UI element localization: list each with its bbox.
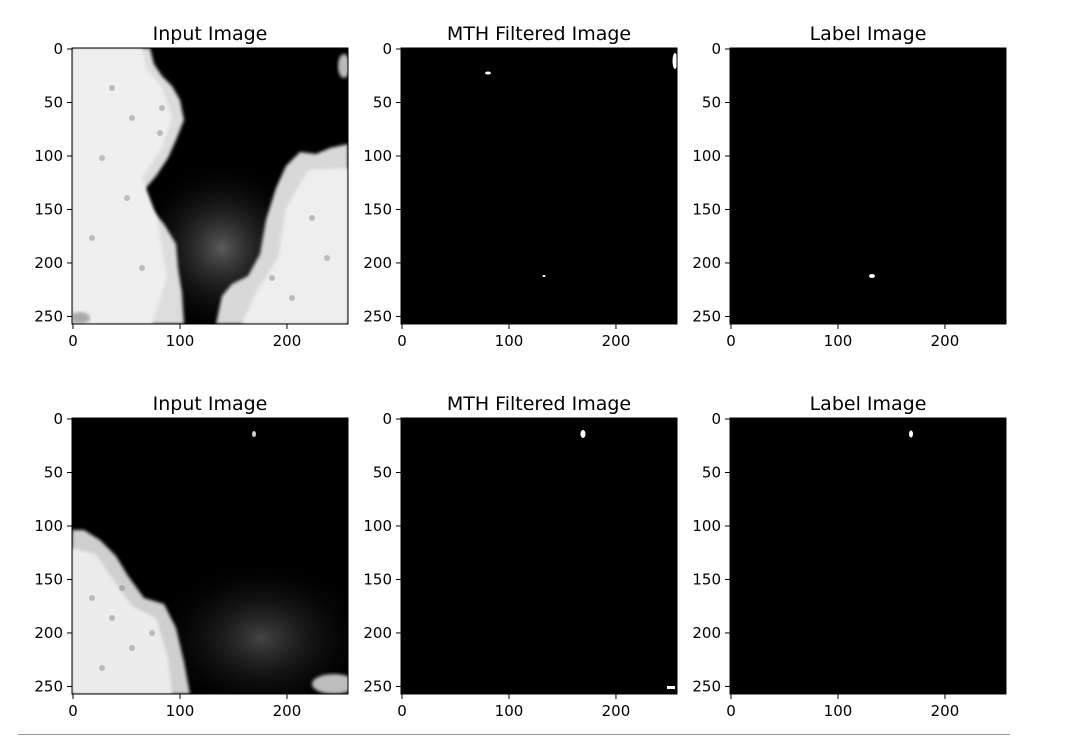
- y-tick-label: 50: [44, 93, 63, 111]
- y-tick-label: 100: [363, 147, 392, 165]
- y-tick-label: 50: [702, 93, 721, 111]
- y-tick-label: 200: [692, 624, 721, 642]
- y-tick-label: 250: [34, 677, 63, 695]
- subplot-title: Input Image: [153, 23, 268, 45]
- y-tick-label: 200: [34, 254, 63, 272]
- subplot-label_top: Label Image 0 50 100 150 200 250 0 100 200: [692, 23, 1007, 350]
- x-tick-label: 100: [166, 332, 195, 350]
- y-tick-label: 100: [692, 517, 721, 535]
- subplot-title: MTH Filtered Image: [447, 393, 631, 415]
- x-tick-label: 0: [68, 702, 78, 720]
- x-tick-label: 100: [824, 702, 853, 720]
- subplot-input_top: Input Image 0 50 100 150 200 250 0 100 200: [34, 23, 349, 350]
- subplot-mth_bottom: MTH Filtered Image 0 50 100 150 200 250 0 100 200: [363, 393, 678, 720]
- x-tick-label: 0: [726, 332, 736, 350]
- label-spot: [909, 430, 913, 438]
- detected-spot: [672, 53, 677, 69]
- subplot-title: Label Image: [810, 23, 927, 45]
- x-tick-label: 0: [68, 332, 78, 350]
- detected-spot: [580, 430, 586, 438]
- subplot-title: MTH Filtered Image: [447, 23, 631, 45]
- y-tick-label: 0: [53, 40, 63, 58]
- y-tick-label: 150: [363, 200, 392, 218]
- subplot-title: Input Image: [153, 393, 268, 415]
- axes-frame: [71, 47, 349, 325]
- detected-spot: [485, 71, 491, 75]
- label-spot: [869, 274, 875, 278]
- y-tick-label: 150: [34, 200, 63, 218]
- x-tick-label: 200: [273, 702, 302, 720]
- y-tick-label: 150: [692, 200, 721, 218]
- axes-frame: [71, 417, 349, 695]
- y-tick-label: 250: [363, 677, 392, 695]
- y-tick-label: 0: [711, 40, 721, 58]
- y-tick-label: 0: [382, 40, 392, 58]
- subplot-label_bottom: Label Image 0 50 100 150 200 250 0 100 200: [692, 393, 1007, 720]
- y-tick-label: 250: [692, 677, 721, 695]
- y-tick-label: 50: [702, 463, 721, 481]
- axes-frame: [400, 417, 678, 695]
- subplot-title: Label Image: [810, 393, 927, 415]
- axes-frame: [729, 417, 1007, 695]
- y-tick-label: 50: [373, 93, 392, 111]
- x-tick-label: 200: [602, 332, 631, 350]
- y-tick-label: 0: [53, 410, 63, 428]
- y-tick-label: 100: [34, 517, 63, 535]
- y-tick-label: 0: [382, 410, 392, 428]
- axes-frame: [729, 47, 1007, 325]
- x-tick-label: 0: [726, 702, 736, 720]
- y-tick-label: 250: [34, 307, 63, 325]
- y-tick-label: 150: [363, 570, 392, 588]
- detected-spot: [667, 686, 675, 689]
- x-tick-label: 200: [602, 702, 631, 720]
- x-tick-label: 100: [824, 332, 853, 350]
- y-tick-label: 200: [692, 254, 721, 272]
- y-tick-label: 0: [711, 410, 721, 428]
- x-tick-label: 100: [495, 332, 524, 350]
- x-tick-label: 0: [397, 332, 407, 350]
- x-tick-label: 0: [397, 702, 407, 720]
- y-tick-label: 100: [692, 147, 721, 165]
- y-tick-label: 200: [363, 624, 392, 642]
- x-tick-label: 100: [495, 702, 524, 720]
- y-tick-label: 250: [692, 307, 721, 325]
- y-tick-label: 150: [692, 570, 721, 588]
- x-tick-label: 200: [273, 332, 302, 350]
- y-tick-label: 100: [363, 517, 392, 535]
- y-tick-label: 200: [34, 624, 63, 642]
- bottom-divider: [18, 734, 1010, 735]
- y-tick-label: 250: [363, 307, 392, 325]
- subplot-mth_top: MTH Filtered Image 0 50 100 150 200 250 0 100 200: [363, 23, 678, 350]
- y-tick-label: 150: [34, 570, 63, 588]
- x-tick-label: 100: [166, 702, 195, 720]
- axes-frame: [400, 47, 678, 325]
- x-tick-label: 200: [931, 702, 960, 720]
- y-tick-label: 50: [373, 463, 392, 481]
- subplot-input_bottom: Input Image 0 50 100 150 200 250 0 100 200: [34, 393, 349, 720]
- y-tick-label: 200: [363, 254, 392, 272]
- y-tick-label: 50: [44, 463, 63, 481]
- x-tick-label: 200: [931, 332, 960, 350]
- detected-spot: [542, 275, 546, 277]
- y-tick-label: 100: [34, 147, 63, 165]
